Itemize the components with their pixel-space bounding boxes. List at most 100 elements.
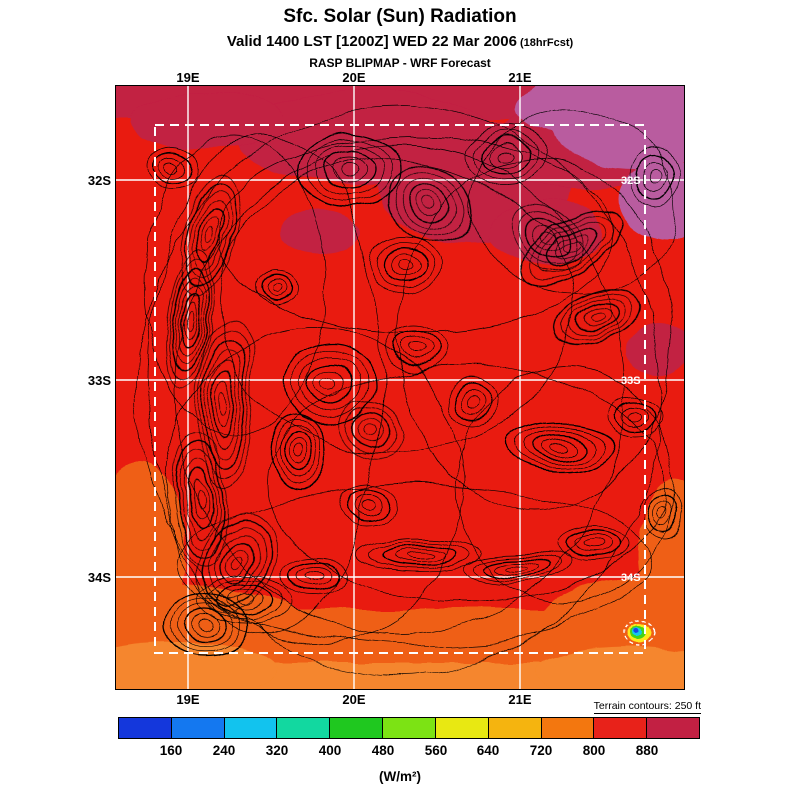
contour-ring	[177, 441, 223, 559]
contour-ring	[503, 559, 527, 567]
contour-cluster	[284, 558, 346, 596]
contour-ring	[185, 610, 229, 640]
contour-ring	[321, 377, 339, 393]
contour-cluster	[338, 400, 404, 460]
valid-time-line: Valid 1400 LST [1200Z] WED 22 Mar 2006 (1…	[0, 33, 800, 50]
contour-cluster	[368, 236, 442, 294]
contour-ring	[343, 489, 391, 521]
contour-ring	[185, 460, 215, 540]
contour-loop	[137, 104, 663, 676]
contour-ring	[351, 494, 383, 516]
contour-ring	[306, 139, 394, 201]
contour-ring	[154, 151, 196, 183]
contour-ring	[199, 619, 215, 631]
contour-ring	[207, 580, 283, 620]
contour-ring	[235, 594, 255, 606]
contour-ring	[338, 400, 404, 460]
contour-ring	[397, 259, 413, 271]
contour-ring	[294, 446, 306, 460]
contour-ring	[613, 401, 657, 433]
lat-label-right-33s: 33S	[621, 375, 641, 387]
contour-ring	[340, 163, 360, 177]
colorbar-segment	[647, 718, 699, 738]
contour-ring	[187, 192, 233, 278]
colorbar	[118, 717, 700, 739]
contour-cluster	[336, 484, 398, 526]
contour-ring	[307, 572, 323, 582]
contour-ring	[231, 555, 243, 571]
contour-ring	[336, 484, 398, 526]
contour-ring	[407, 340, 423, 354]
contour-ring	[283, 344, 377, 426]
contour-ring	[285, 434, 315, 472]
map-frame	[115, 85, 685, 690]
contour-ring	[574, 302, 620, 332]
lat-label-32s: 32S	[87, 173, 111, 188]
contour-ring	[518, 207, 576, 263]
colorbar-units-label: (W/m²)	[379, 769, 421, 784]
contour-ring	[560, 525, 630, 561]
contour-ring	[226, 590, 264, 610]
contour-ring	[357, 417, 385, 443]
contour-ring	[161, 156, 189, 178]
contour-ring	[537, 222, 605, 272]
contour-ring	[382, 247, 428, 283]
contour-ring	[195, 490, 205, 510]
contour-ring	[391, 328, 439, 366]
contour-ring	[271, 416, 329, 490]
colorbar-segment	[119, 718, 172, 738]
colorbar-segment	[224, 718, 278, 738]
contour-ring	[259, 273, 295, 301]
contour-ring	[459, 401, 475, 413]
model-line: RASP BLIPMAP - WRF Forecast	[309, 56, 491, 70]
contour-loop	[216, 156, 574, 454]
contour-ring	[364, 423, 378, 437]
contour-loop	[146, 136, 384, 634]
contour-ring	[651, 494, 683, 536]
contour-ring	[314, 145, 386, 195]
contour-ring	[411, 183, 459, 227]
contour-ring	[648, 169, 662, 185]
colorbar-segment	[435, 718, 489, 738]
colorbar-tick: 560	[424, 743, 448, 758]
contour-ring	[265, 278, 289, 296]
contour-ring	[512, 424, 608, 466]
contour-ring	[217, 384, 233, 426]
contour-ring	[188, 470, 212, 530]
contour-ring	[368, 236, 442, 294]
contour-ring	[399, 334, 431, 360]
contour-loop	[266, 366, 664, 604]
contour-ring	[636, 153, 674, 201]
contour-ring	[394, 547, 446, 563]
contour-cluster	[646, 488, 685, 542]
contour-ring	[148, 146, 202, 188]
contour-ring	[492, 556, 538, 570]
colorbar-tick: 880	[635, 743, 659, 758]
contour-ring	[276, 422, 324, 484]
lat-label-33s: 33S	[87, 373, 111, 388]
contour-ring	[177, 284, 203, 356]
contour-loop	[216, 136, 614, 334]
contour-ring	[171, 267, 209, 373]
contour-cluster	[357, 537, 483, 573]
contour-cluster	[520, 210, 622, 284]
contour-ring	[205, 226, 215, 244]
contour-ring	[427, 197, 443, 213]
contour-loop	[456, 366, 674, 604]
contour-loop	[144, 134, 326, 436]
contour-ring	[452, 395, 482, 419]
contour-ring	[314, 371, 346, 399]
contour-ring	[498, 147, 516, 159]
terrain-contour-note: Terrain contours: 250 ft	[593, 700, 701, 714]
colorbar-segment	[488, 718, 542, 738]
contour-ring	[297, 133, 403, 207]
contour-ring	[375, 242, 435, 288]
contour-ring	[459, 547, 571, 579]
cloud-shadow-feature	[621, 619, 653, 647]
contour-cluster	[560, 525, 630, 561]
contour-ring	[568, 529, 622, 557]
valid-time-text: Valid 1400 LST [1200Z] WED 22 Mar 2006	[226, 33, 517, 50]
contour-cluster	[438, 384, 496, 430]
contour-ring	[332, 157, 368, 183]
contour-ring	[577, 534, 613, 552]
